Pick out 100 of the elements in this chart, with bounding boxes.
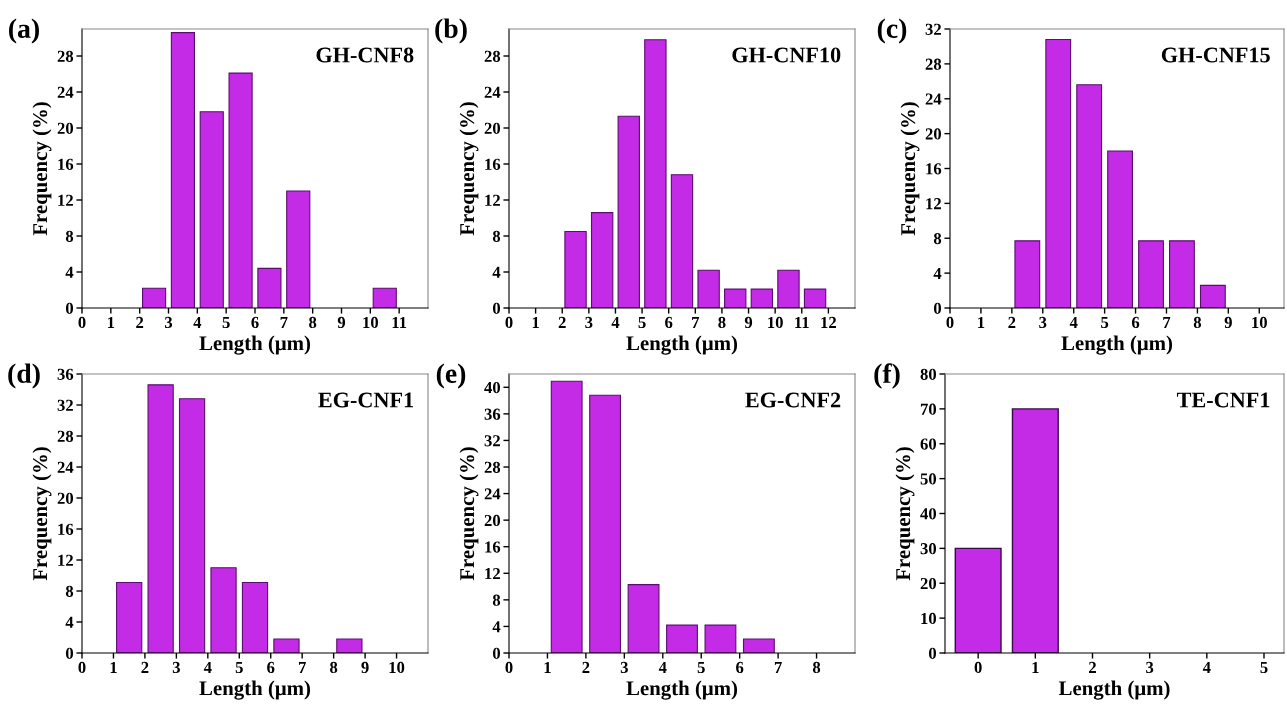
x-tick-label: 5 [1101,316,1109,329]
y-tick-label: 16 [58,158,74,170]
annotation: EG-CNF1 [318,392,414,408]
y-tick-label: 80 [920,368,937,380]
y-tick-label: 4 [492,266,501,278]
x-tick-label: 0 [505,661,513,674]
x-tick-label: 3 [585,316,593,329]
x-tick-label: 5 [222,316,230,329]
y-tick-label: 24 [484,488,501,500]
text: (d) [8,363,40,389]
y-tick-label: 12 [485,194,500,206]
x-tick-label: 1 [544,661,551,673]
y-tick-label: 0 [933,302,942,314]
x-tick-label: 1 [978,316,985,328]
y-tick-label: 20 [925,128,942,140]
text: (e) [436,363,466,389]
x-tick-label: 0 [78,661,86,674]
x-tick-label: 7 [692,316,700,328]
annotation: GH-CNF10 [732,47,841,63]
y-tick-label: 50 [920,473,937,485]
y-tick-label: 12 [485,568,500,580]
y-tick-label: 28 [925,58,942,70]
y-tick-label: 4 [933,267,942,279]
x-tick-label: 8 [1193,316,1202,329]
y-tick-label: 8 [65,585,74,597]
x-tick-label: 5 [697,661,705,674]
x-tick-label: 2 [558,316,566,328]
x-axis-title: Length (μm) [626,335,738,355]
y-tick-label: 16 [485,541,501,553]
x-tick-label: 9 [1224,316,1232,329]
x-tick-label: 1 [108,316,115,328]
x-tick-label: 9 [361,661,369,674]
y-tick-label: 28 [57,430,74,442]
y-tick-label: 28 [57,50,74,62]
x-tick-label: 3 [172,661,180,674]
x-tick-label: 4 [611,316,620,328]
y-tick-label: 40 [484,381,501,394]
x-tick-label: 1 [110,661,117,673]
y-tick-label: 8 [492,230,501,242]
x-tick-label: 4 [1069,316,1078,328]
x-tick-label: 6 [267,661,275,674]
y-axis-title: Frequency (%) [32,102,52,236]
y-tick-label: 16 [58,523,74,535]
y-tick-label: 8 [933,232,942,245]
y-tick-label: 4 [65,616,74,628]
x-tick-label: 0 [946,316,954,329]
y-tick-label: 20 [920,577,937,590]
y-tick-label: 24 [57,461,74,473]
x-tick-label: 2 [1008,316,1016,328]
x-tick-label: 10 [1252,316,1267,329]
y-tick-label: 0 [492,302,501,314]
y-tick-label: 4 [492,621,501,633]
y-tick-label: 10 [921,612,937,625]
y-axis-title: Frequency (%) [459,102,479,236]
text: (f) [874,363,900,389]
x-tick-label: 11 [392,316,407,328]
y-tick-label: 8 [65,230,74,242]
x-tick-label: 6 [251,316,259,329]
x-tick-label: 5 [638,316,646,329]
y-tick-label: 40 [920,508,937,520]
y-tick-label: 36 [484,408,501,420]
x-tick-label: 8 [330,661,338,674]
x-tick-label: 7 [280,316,288,328]
y-tick-label: 0 [65,647,74,659]
x-tick-label: 10 [389,661,405,674]
y-tick-label: 28 [484,461,501,473]
y-tick-label: 16 [926,163,942,175]
x-tick-label: 4 [193,316,202,328]
y-tick-label: 24 [57,86,74,98]
x-tick-label: 7 [298,661,306,673]
text: (c) [877,18,907,44]
annotation: GH-CNF15 [1161,47,1270,63]
y-tick-label: 8 [492,594,501,606]
x-tick-label: 4 [203,661,212,673]
x-tick-label: 0 [78,316,86,329]
x-tick-label: 3 [1039,316,1047,329]
y-tick-label: 32 [925,23,941,35]
y-tick-label: 4 [65,266,74,278]
x-tick-label: 11 [795,316,809,328]
x-tick-label: 0 [974,661,982,674]
annotation: TE-CNF1 [1176,392,1270,408]
x-tick-label: 5 [1260,661,1268,674]
x-tick-label: 3 [1146,661,1154,674]
x-axis-title: Length (μm) [199,680,311,700]
y-tick-label: 20 [57,492,74,504]
x-tick-label: 6 [736,661,744,674]
y-tick-label: 0 [928,647,937,659]
x-tick-label: 10 [768,316,783,329]
y-tick-label: 16 [485,158,501,170]
x-tick-label: 8 [309,316,317,329]
x-tick-label: 4 [1202,661,1211,673]
y-axis-title: Frequency (%) [895,447,915,581]
y-tick-label: 32 [484,435,500,447]
x-tick-label: 2 [141,661,149,673]
y-tick-label: 12 [58,194,73,206]
y-tick-label: 60 [920,438,937,450]
y-tick-label: 12 [58,554,73,566]
x-tick-label: 0 [505,316,513,329]
y-axis-title: Frequency (%) [32,447,52,581]
x-tick-label: 6 [1131,316,1140,329]
